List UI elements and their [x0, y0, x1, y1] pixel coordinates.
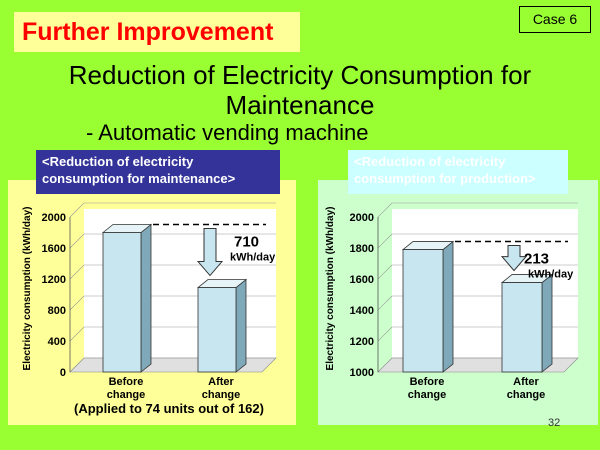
- x-tick-label: Before change: [107, 376, 146, 401]
- gridline-diagonal: [69, 202, 85, 218]
- x-tick-label: After change: [507, 376, 546, 401]
- x-tick-label: After change: [202, 376, 241, 401]
- y-tick-label: 400: [48, 336, 66, 348]
- bar: [501, 282, 543, 373]
- banner-title: Further Improvement: [22, 18, 274, 46]
- gridline-diagonal: [69, 326, 85, 342]
- bar: [102, 232, 142, 373]
- bar-side: [442, 240, 454, 373]
- chart-title-production: <Reduction of electricity consumption fo…: [348, 150, 568, 194]
- chart-title-maintenance: <Reduction of electricity consumption fo…: [36, 150, 280, 194]
- gridline-diagonal: [69, 264, 85, 280]
- bar-side: [235, 278, 247, 373]
- gridline-diagonal: [377, 326, 393, 342]
- reduction-value: 213: [524, 251, 549, 268]
- gridline-diagonal: [377, 264, 393, 280]
- y-tick-label: 2000: [42, 212, 66, 224]
- y-tick-label: 1400: [350, 305, 374, 317]
- gridline-diagonal: [377, 295, 393, 311]
- x-tick-label: Before change: [408, 376, 447, 401]
- chart-note: (Applied to 74 units out of 162): [74, 401, 264, 416]
- gridline-diagonal: [377, 202, 393, 218]
- gridline-diagonal: [69, 295, 85, 311]
- section-banner: Further Improvement: [14, 12, 300, 52]
- slide-subtitle: - Automatic vending machine: [86, 120, 369, 145]
- reduction-value: 710: [234, 234, 259, 251]
- reduction-arrow-icon: [500, 245, 528, 272]
- y-tick-label: 1200: [42, 274, 66, 286]
- y-axis-label: Electricity consumption (kWh/day): [22, 207, 33, 371]
- bar: [402, 249, 444, 373]
- y-tick-label: 1200: [350, 336, 374, 348]
- y-tick-label: 1800: [350, 243, 374, 255]
- case-label: Case 6: [519, 6, 591, 33]
- y-tick-label: 1600: [42, 243, 66, 255]
- bar: [197, 287, 237, 373]
- y-tick-label: 2000: [350, 212, 374, 224]
- page-number: 32: [548, 417, 561, 429]
- reduction-unit: kWh/day: [230, 252, 276, 264]
- reduction-arrow-icon: [196, 228, 224, 277]
- reduction-unit: kWh/day: [528, 269, 574, 281]
- bar-side: [541, 273, 553, 373]
- y-tick-label: 0: [60, 367, 66, 379]
- gridline-diagonal: [69, 357, 85, 373]
- y-tick-label: 1600: [350, 274, 374, 286]
- gridline-diagonal: [377, 233, 393, 249]
- gridline-diagonal: [69, 233, 85, 249]
- slide-title-line1: Reduction of Electricity Consumption for: [68, 60, 532, 90]
- y-tick-label: 800: [48, 305, 66, 317]
- y-axis-label: Electricity consumption (kWh/day): [325, 207, 336, 371]
- gridline-diagonal: [377, 357, 393, 373]
- slide-title-line2: Maintenance: [225, 90, 375, 120]
- y-tick-label: 1000: [350, 367, 374, 379]
- bar-side: [140, 223, 152, 373]
